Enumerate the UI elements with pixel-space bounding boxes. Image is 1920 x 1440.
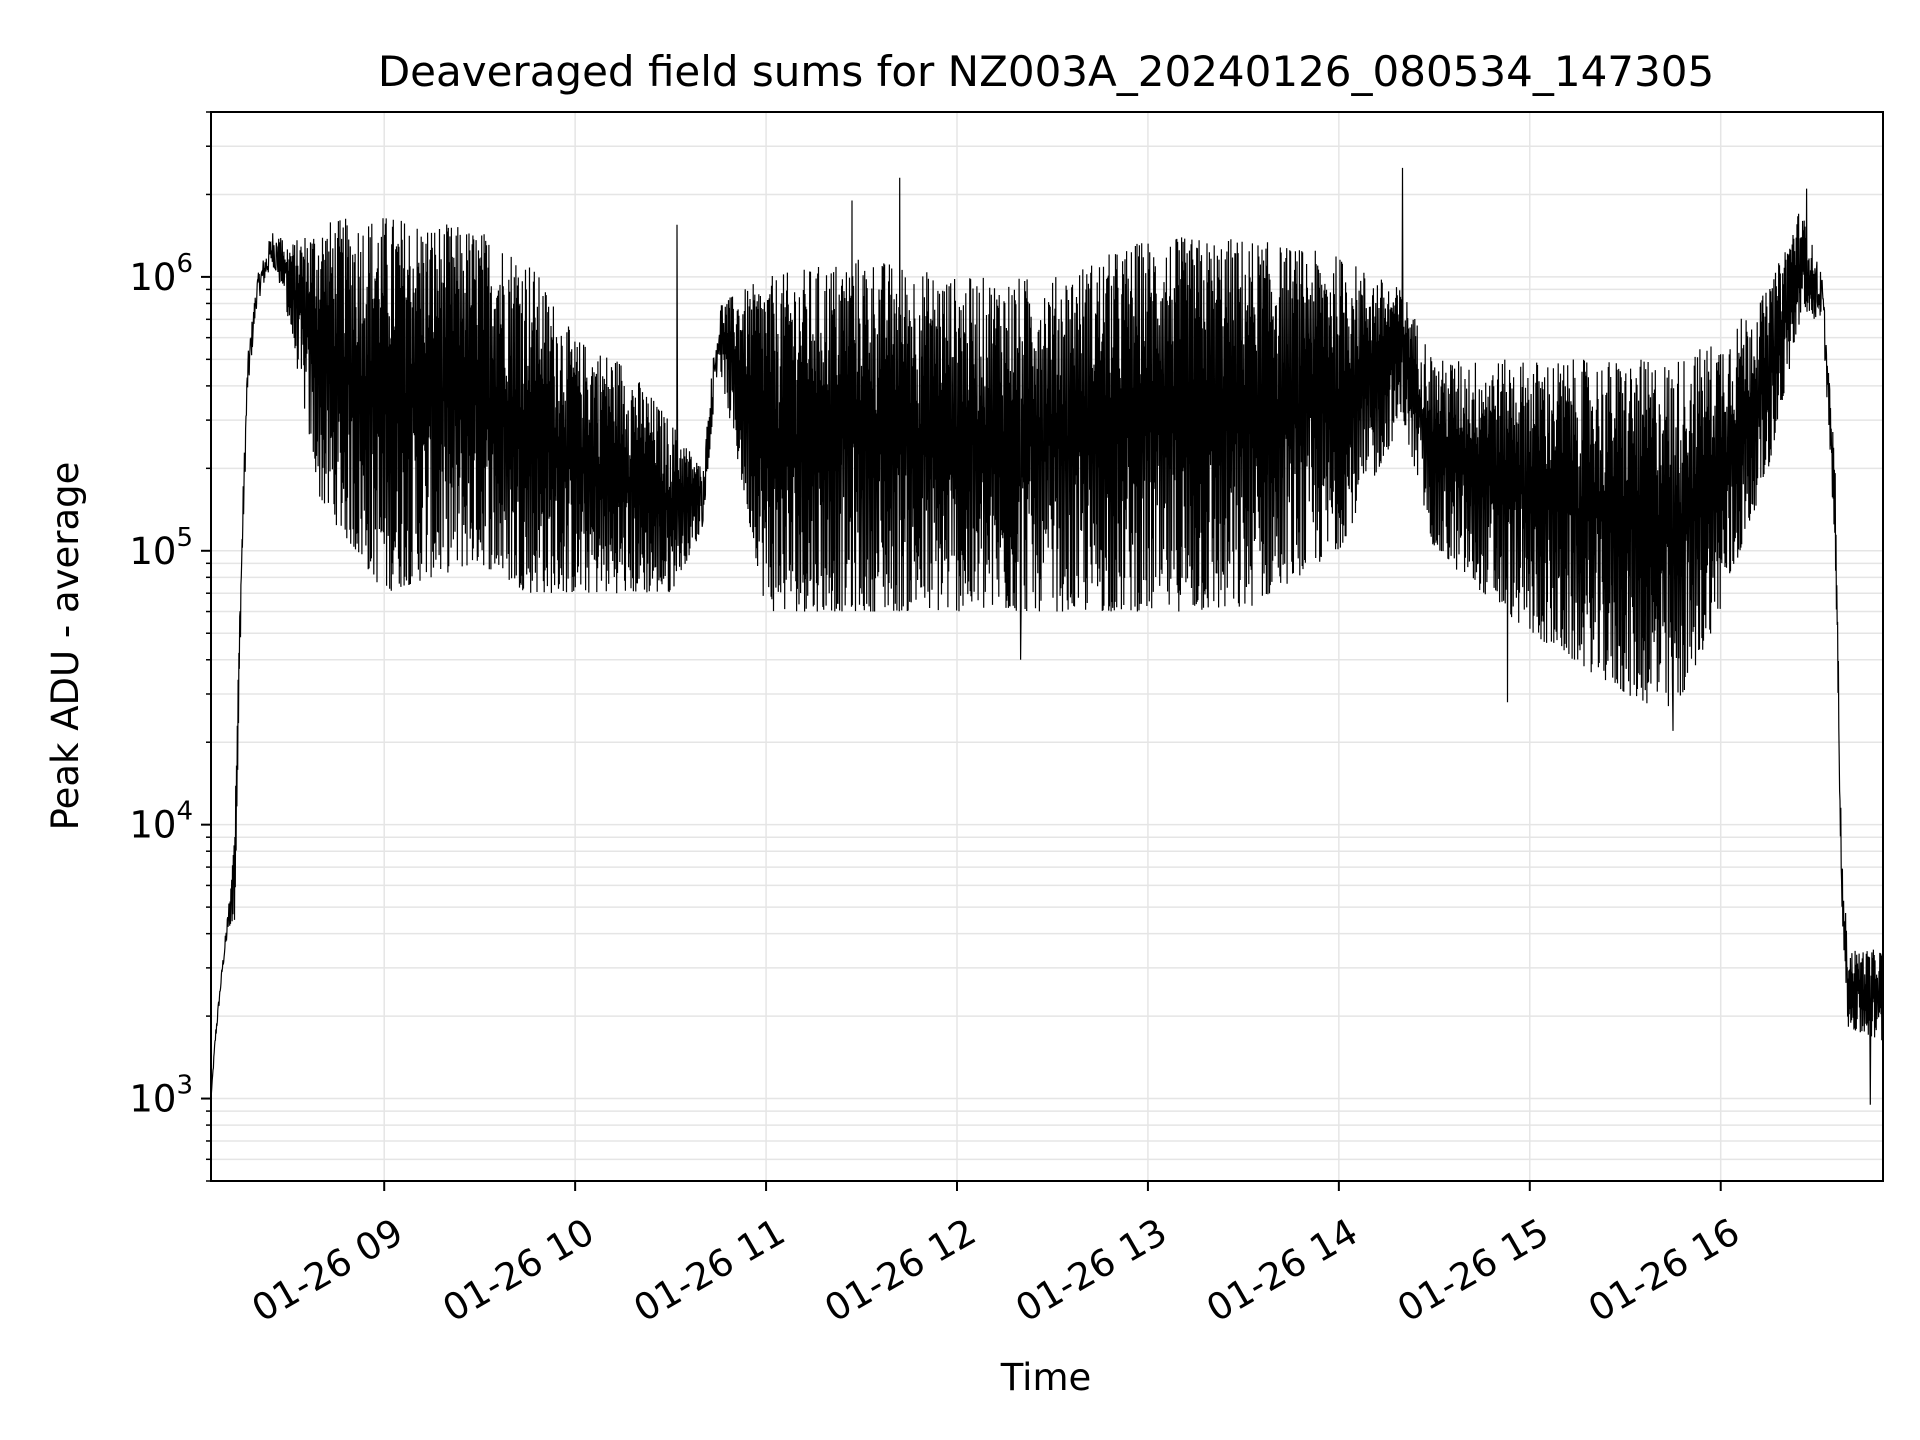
series-line	[210, 167, 1884, 1105]
chart-title: Deaveraged field sums for NZ003A_2024012…	[378, 47, 1714, 96]
plot-frame	[210, 111, 1884, 1182]
y-axis-label: Peak ADU - average	[44, 462, 87, 831]
x-axis-label: Time	[1000, 1356, 1092, 1399]
y-tick-label: 106	[129, 249, 193, 299]
